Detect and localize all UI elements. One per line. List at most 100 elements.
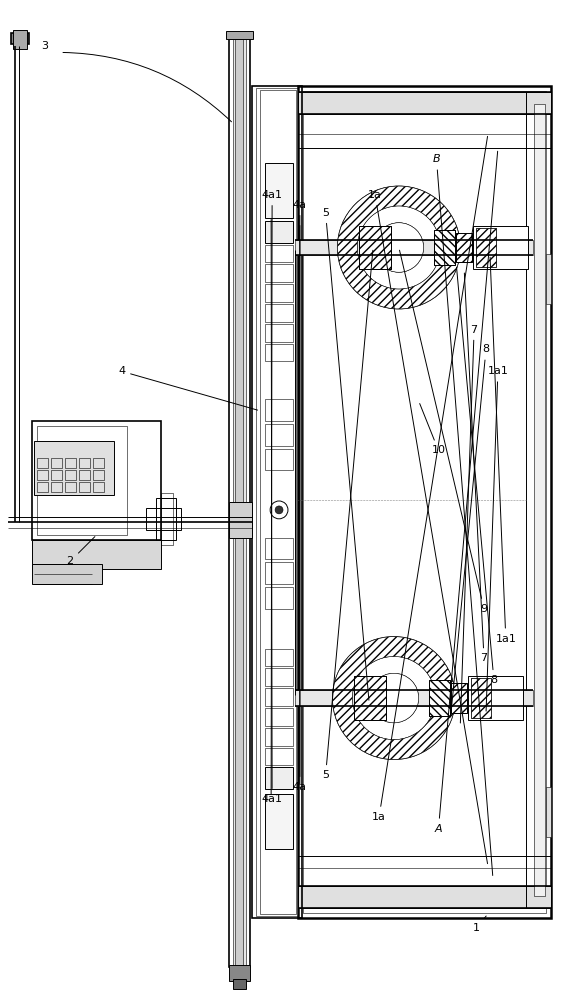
Bar <box>265 649 293 666</box>
Bar <box>37 458 48 468</box>
Bar <box>456 233 472 262</box>
Bar <box>298 886 552 908</box>
Bar <box>525 92 552 908</box>
Bar <box>265 304 293 322</box>
Text: 1a: 1a <box>372 136 487 822</box>
Bar <box>359 226 391 269</box>
Bar <box>265 538 293 559</box>
Text: 4a: 4a <box>293 226 307 792</box>
Bar <box>32 540 161 569</box>
Bar <box>32 564 102 584</box>
Bar <box>433 230 456 265</box>
Bar <box>452 683 467 713</box>
Bar <box>359 226 391 269</box>
Bar <box>546 254 552 304</box>
Bar <box>265 728 293 746</box>
Bar <box>265 399 293 421</box>
Bar <box>452 683 467 713</box>
Bar <box>265 587 293 609</box>
Circle shape <box>275 506 283 514</box>
Text: 4a1: 4a1 <box>262 220 283 804</box>
Text: 4a: 4a <box>293 200 307 784</box>
Text: 7: 7 <box>460 325 478 723</box>
Bar <box>265 424 293 446</box>
Bar <box>147 508 181 530</box>
Bar <box>476 228 496 267</box>
Bar <box>471 678 491 718</box>
Bar <box>236 37 244 967</box>
Text: 8: 8 <box>450 344 490 717</box>
Bar <box>12 30 27 49</box>
Bar <box>265 245 293 262</box>
Text: 2: 2 <box>66 537 95 566</box>
Bar <box>228 502 252 538</box>
Bar <box>232 37 247 967</box>
Bar <box>93 482 104 492</box>
Bar <box>265 708 293 726</box>
Bar <box>79 470 90 480</box>
Text: 1a1: 1a1 <box>486 366 508 711</box>
Bar <box>265 284 293 302</box>
Bar <box>354 676 386 720</box>
Bar <box>156 498 176 540</box>
Bar <box>11 33 28 44</box>
Bar <box>232 979 247 989</box>
Bar <box>429 680 450 716</box>
Text: 1a1: 1a1 <box>490 257 516 644</box>
Bar <box>79 458 90 468</box>
Bar <box>265 562 293 584</box>
Text: 8: 8 <box>457 267 498 685</box>
Bar <box>303 91 546 913</box>
Bar <box>265 748 293 765</box>
Bar <box>295 240 533 255</box>
Bar <box>476 228 496 267</box>
Bar <box>265 163 293 218</box>
Text: 4: 4 <box>118 366 257 410</box>
Bar <box>354 676 386 720</box>
Text: 5: 5 <box>322 250 373 780</box>
Bar <box>252 86 302 918</box>
Bar <box>265 767 293 789</box>
Bar <box>533 104 545 896</box>
Bar <box>295 690 533 706</box>
Bar <box>225 31 253 39</box>
Bar <box>298 92 552 114</box>
Bar <box>265 688 293 706</box>
Bar <box>65 458 76 468</box>
Bar <box>93 470 104 480</box>
Bar <box>79 482 90 492</box>
Bar <box>260 90 296 914</box>
Text: 3: 3 <box>41 41 48 51</box>
Bar <box>298 86 552 918</box>
Wedge shape <box>337 186 460 309</box>
Text: 4a1: 4a1 <box>262 190 283 794</box>
Bar <box>228 965 250 981</box>
Bar <box>429 680 450 716</box>
Bar <box>265 794 293 849</box>
Bar <box>546 787 552 837</box>
Bar <box>161 493 173 545</box>
Text: 5: 5 <box>322 208 369 700</box>
Bar <box>265 264 293 282</box>
Text: 10: 10 <box>420 404 445 455</box>
Bar <box>265 324 293 342</box>
Bar <box>471 678 491 718</box>
Bar <box>93 458 104 468</box>
Bar <box>37 470 48 480</box>
Bar <box>37 426 127 535</box>
Bar <box>433 230 456 265</box>
Bar <box>265 221 293 243</box>
Bar <box>32 421 161 540</box>
Bar <box>456 233 472 262</box>
Bar <box>51 470 62 480</box>
Text: 1: 1 <box>473 916 486 933</box>
Bar <box>228 37 250 967</box>
Bar <box>37 482 48 492</box>
Bar <box>51 458 62 468</box>
Circle shape <box>374 223 424 272</box>
Text: B: B <box>433 154 492 875</box>
Text: A: A <box>435 151 498 834</box>
Bar <box>265 449 293 470</box>
Bar <box>256 88 298 916</box>
Wedge shape <box>332 637 456 759</box>
